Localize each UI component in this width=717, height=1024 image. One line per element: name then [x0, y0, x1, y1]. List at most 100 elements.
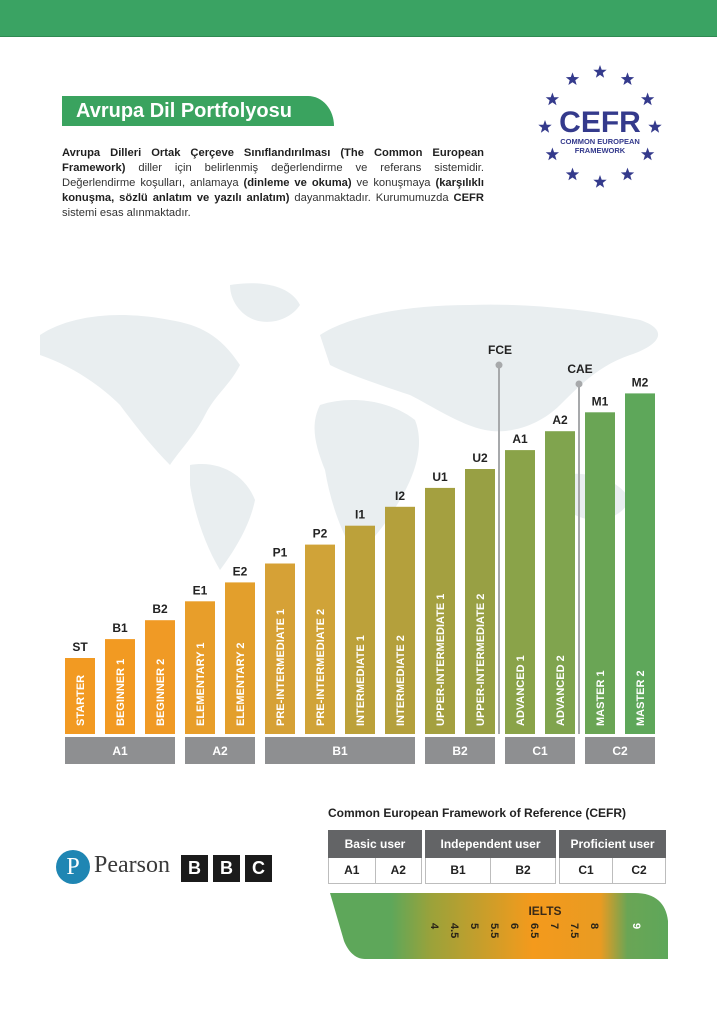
group-band-label: B2 — [452, 744, 468, 758]
bar-p1 — [265, 563, 295, 734]
exam-marker-label-cae: CAE — [567, 362, 592, 376]
bar-code-label: B2 — [152, 602, 168, 616]
group-band-a1 — [65, 737, 175, 764]
table-cell-c1: C1 — [578, 863, 594, 877]
group-band-a2 — [185, 737, 255, 764]
star-icon — [538, 120, 552, 133]
group-band-label: C2 — [612, 744, 628, 758]
cefr-table: Basic user A1 A2 Independent user B1 B2 Pr… — [328, 830, 666, 884]
bar-a2 — [545, 431, 575, 734]
bar-i1 — [345, 525, 375, 734]
bar-level-label: ADVANCED 2 — [555, 655, 567, 726]
bar-level-label: PRE-INTERMEDIATE 2 — [315, 609, 327, 726]
star-icon — [593, 175, 607, 188]
pearson-logo-icon: P — [56, 850, 90, 884]
intro-bold-3: (dinleme ve okuma) — [243, 177, 352, 189]
table-group-proficient: Proficient user C1 C2 — [559, 830, 666, 884]
ielts-score: 9 — [630, 923, 642, 929]
star-icon — [545, 147, 559, 161]
bar-b1 — [105, 639, 135, 734]
group-band-b2 — [425, 737, 495, 764]
intro-bold-5: (karşılıklı konuşma, sözlü anlatım ve ya… — [62, 177, 484, 204]
bar-e2 — [225, 582, 255, 734]
ielts-score: 5 — [468, 923, 480, 929]
group-band-label: B1 — [332, 744, 348, 758]
bar-level-label: INTERMEDIATE 1 — [355, 635, 367, 726]
group-band-c1 — [505, 737, 575, 764]
table-cell-a1: A1 — [344, 863, 360, 877]
bar-e1 — [185, 601, 215, 734]
bar-code-label: ST — [72, 640, 88, 654]
bar-level-label: PRE-INTERMEDIATE 1 — [275, 609, 287, 726]
table-group-basic: Basic user A1 A2 — [328, 830, 422, 884]
bbc-logo-b1: B — [181, 855, 208, 882]
intro-text-6: dayanmaktadır. Kurumumuzda — [289, 192, 454, 204]
bar-i2 — [385, 506, 415, 734]
bar-level-label: UPPER-INTERMEDIATE 1 — [435, 594, 447, 726]
ielts-score: 4.5 — [448, 923, 460, 938]
table-header-basic-user: Basic user — [328, 830, 422, 858]
intro-bold-1: Avrupa Dilleri Ortak Çerçeve Sınıflandır… — [62, 147, 484, 174]
ielts-label: IELTS — [528, 904, 561, 918]
bar-u1 — [425, 487, 455, 734]
group-band-c2 — [585, 737, 655, 764]
bbc-logo-b2: B — [213, 855, 240, 882]
bar-level-label: ELEMENTARY 2 — [235, 642, 247, 726]
ielts-score: 8 — [588, 923, 600, 929]
bar-level-label: BEGINNER 1 — [115, 659, 127, 726]
bar-code-label: E2 — [233, 564, 248, 578]
bar-code-label: P2 — [313, 527, 328, 541]
top-header-bar — [0, 0, 717, 37]
star-icon — [565, 72, 580, 85]
star-icon — [641, 147, 655, 161]
intro-paragraph: Avrupa Dilleri Ortak Çerçeve Sınıflandır… — [62, 146, 484, 221]
bar-code-label: A1 — [512, 432, 528, 446]
star-icon — [620, 167, 635, 181]
intro-text-8: sistemi esas alınmaktadır. — [62, 207, 191, 219]
ielts-score: 4 — [428, 923, 440, 930]
table-group-independent: Independent user B1 B2 — [425, 830, 556, 884]
group-band-b1 — [265, 737, 415, 764]
intro-bold-7: CEFR — [453, 192, 484, 204]
bar-code-label: M1 — [592, 394, 609, 408]
bar-level-label: BEGINNER 2 — [155, 659, 167, 726]
intro-text-2: diller için belirlenmiş değerlendirme ve… — [62, 162, 484, 189]
page-title: Avrupa Dil Portfolyosu — [62, 96, 334, 126]
table-header-proficient-user: Proficient user — [559, 830, 666, 858]
table-cell-c2: C2 — [612, 858, 665, 883]
table-header-independent-user: Independent user — [425, 830, 556, 858]
bar-code-label: U2 — [472, 451, 488, 465]
star-icon — [648, 120, 662, 133]
star-icon — [545, 92, 559, 106]
bar-level-label: MASTER 1 — [595, 670, 607, 726]
cefr-logo: CEFR COMMON EUROPEAN FRAMEWORK — [538, 65, 662, 188]
group-band-label: A1 — [112, 744, 128, 758]
exam-marker-label-fce: FCE — [488, 343, 512, 357]
cefr-logo-line2: FRAMEWORK — [575, 146, 626, 155]
ielts-score: 7.5 — [568, 923, 580, 938]
star-icon — [565, 167, 580, 181]
exam-marker-dot — [495, 361, 503, 369]
pearson-logo-text: Pearson — [94, 852, 170, 878]
bar-level-label: INTERMEDIATE 2 — [395, 635, 407, 726]
table-cell-b1: B1 — [450, 863, 466, 877]
bar-code-label: M2 — [632, 375, 649, 389]
table-cell-b2: B2 — [490, 858, 555, 883]
star-icon — [620, 72, 635, 85]
group-band-label: A2 — [212, 744, 228, 758]
bar-b2 — [145, 620, 175, 734]
table-cell-a2: A2 — [374, 858, 422, 883]
bar-level-label: ADVANCED 1 — [515, 655, 527, 726]
bar-st — [65, 658, 95, 734]
ielts-scale-band: IELTS 4 4.5 5 5.5 6 6.5 7 7.5 8 9 — [330, 893, 668, 959]
bar-code-label: E1 — [193, 583, 208, 597]
bar-level-label: STARTER — [75, 675, 87, 726]
cefr-table-title: Common European Framework of Reference (… — [328, 806, 627, 820]
eu-stars-icon — [538, 65, 662, 188]
star-icon — [641, 92, 655, 106]
bar-m2 — [625, 393, 655, 734]
exam-marker-dot — [575, 380, 583, 388]
bbc-logo-c: C — [245, 855, 272, 882]
bar-m1 — [585, 412, 615, 734]
ielts-gradient-shape — [330, 893, 668, 959]
